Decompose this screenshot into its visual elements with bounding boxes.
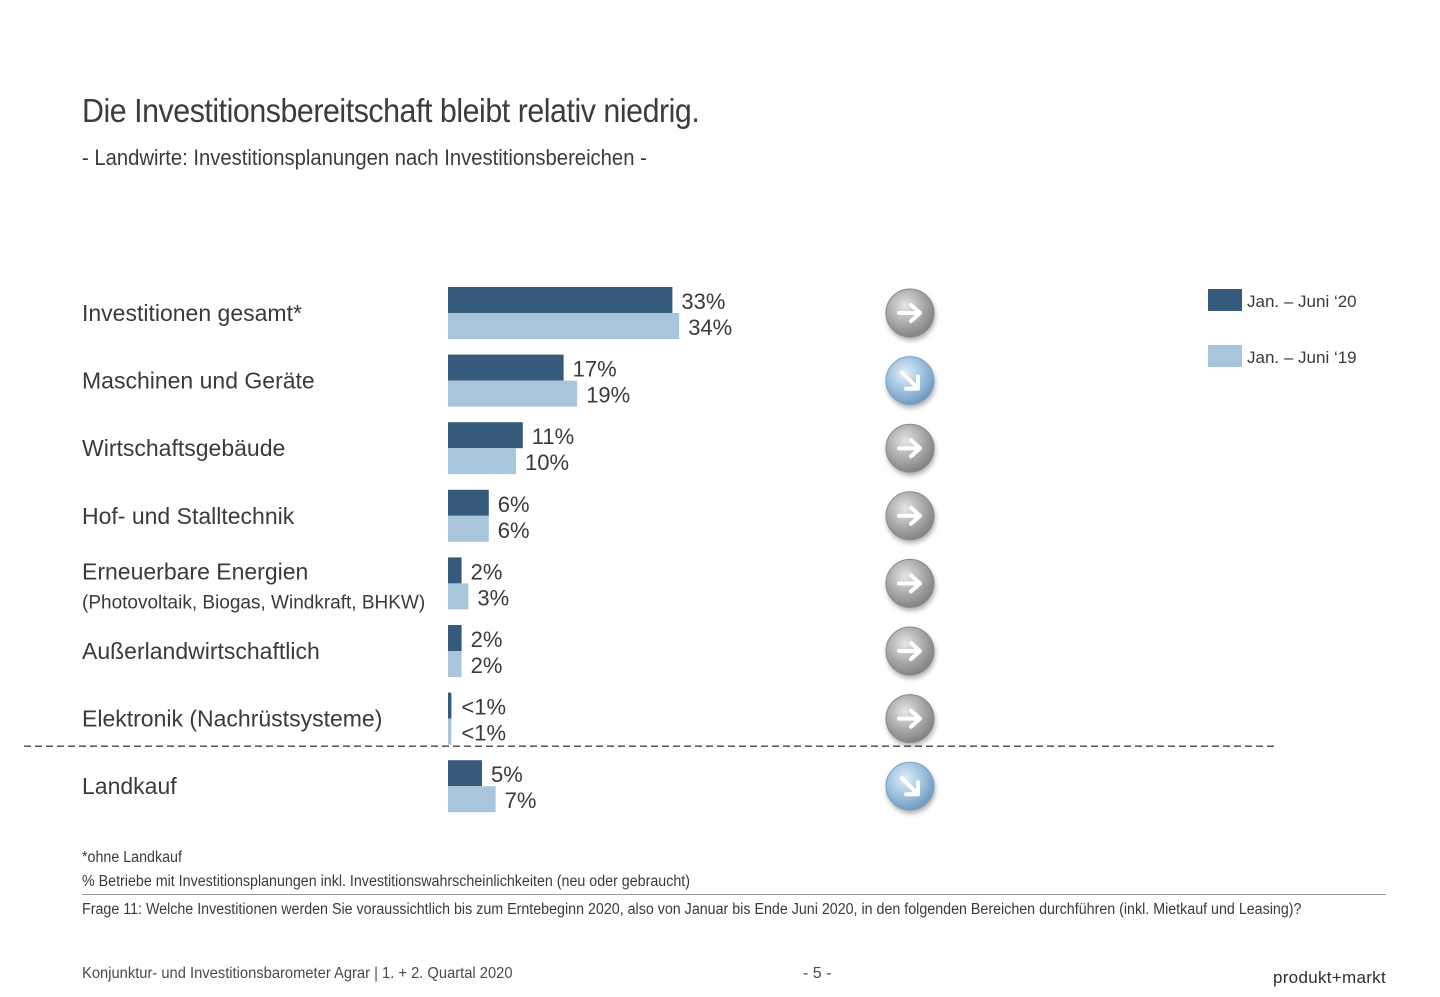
category-label: Maschinen und Geräte bbox=[82, 368, 315, 394]
data-label-2020: 6% bbox=[498, 492, 530, 517]
bar-2020 bbox=[448, 557, 462, 584]
data-label-2019: 2% bbox=[471, 653, 503, 678]
brand-logo: produkt+markt bbox=[1272, 968, 1386, 987]
bar-2020 bbox=[448, 489, 489, 516]
bar-2019 bbox=[448, 651, 462, 677]
legend-swatch-2019 bbox=[1208, 345, 1242, 367]
bar-2019 bbox=[448, 718, 452, 745]
category-label: Außerlandwirtschaftlich bbox=[82, 638, 320, 664]
data-label-2019: 19% bbox=[586, 383, 630, 408]
data-label-2020: 2% bbox=[471, 627, 503, 652]
trend-right-arrow-icon bbox=[885, 694, 935, 744]
bar-2020 bbox=[448, 422, 523, 449]
data-label-2019: 7% bbox=[505, 788, 537, 813]
legend-label-2019: Jan. – Juni ‘19 bbox=[1247, 348, 1357, 367]
footnote-basis: % Betriebe mit Investitionsplanungen ink… bbox=[82, 873, 690, 890]
category-sublabel: (Photovoltaik, Biogas, Windkraft, BHKW) bbox=[82, 592, 425, 613]
bar-2020 bbox=[448, 625, 462, 651]
data-label-2020: 33% bbox=[681, 289, 725, 314]
category-label: Investitionen gesamt* bbox=[82, 300, 302, 326]
data-label-2019: 6% bbox=[498, 518, 530, 543]
data-label-2019: 3% bbox=[477, 585, 509, 610]
data-label-2019: 10% bbox=[525, 450, 569, 475]
page-number: - 5 - bbox=[803, 965, 832, 982]
data-label-2020: <1% bbox=[461, 695, 506, 720]
footer-source: Konjunktur- und Investitionsbarometer Ag… bbox=[82, 965, 513, 982]
legend-label-2020: Jan. – Juni ‘20 bbox=[1247, 292, 1357, 311]
legend-swatch-2020 bbox=[1208, 289, 1242, 311]
category-label: Elektronik (Nachrüstsysteme) bbox=[82, 706, 382, 732]
category-label: Wirtschaftsgebäude bbox=[82, 435, 285, 461]
trend-right-arrow-icon bbox=[885, 626, 935, 676]
bar-2020 bbox=[448, 354, 564, 381]
question-text: Frage 11: Welche Investitionen werden Si… bbox=[82, 901, 1302, 918]
bar-2019 bbox=[448, 448, 516, 475]
data-label-2020: 2% bbox=[471, 559, 503, 584]
data-label-2019: <1% bbox=[461, 721, 506, 746]
trend-down-right-arrow-icon bbox=[885, 761, 935, 811]
page-title: Die Investitionsbereitschaft bleibt rela… bbox=[82, 92, 700, 129]
footnote-divider bbox=[82, 894, 1386, 895]
bar-2019 bbox=[448, 786, 496, 813]
bar-2020 bbox=[448, 760, 482, 787]
data-label-2020: 11% bbox=[532, 424, 574, 449]
bar-2019 bbox=[448, 380, 578, 407]
trend-down-right-arrow-icon bbox=[885, 356, 935, 406]
bar-2020 bbox=[448, 692, 452, 719]
category-label: Hof- und Stalltechnik bbox=[82, 503, 295, 529]
trend-right-arrow-icon bbox=[885, 423, 935, 473]
page-subtitle: - Landwirte: Investitionsplanungen nach … bbox=[82, 145, 647, 170]
bar-2019 bbox=[448, 583, 469, 610]
bar-2020 bbox=[448, 287, 673, 313]
data-label-2019: 34% bbox=[688, 315, 732, 340]
category-label: Landkauf bbox=[82, 773, 177, 799]
trend-right-arrow-icon bbox=[885, 491, 935, 541]
data-label-2020: 5% bbox=[491, 762, 523, 787]
bar-2019 bbox=[448, 313, 680, 339]
trend-right-arrow-icon bbox=[885, 558, 935, 608]
category-label: Erneuerbare Energien bbox=[82, 558, 308, 584]
footnote-ohne-landkauf: *ohne Landkauf bbox=[82, 849, 182, 866]
data-label-2020: 17% bbox=[573, 357, 617, 382]
bar-2019 bbox=[448, 515, 489, 542]
trend-right-arrow-icon bbox=[885, 288, 935, 338]
